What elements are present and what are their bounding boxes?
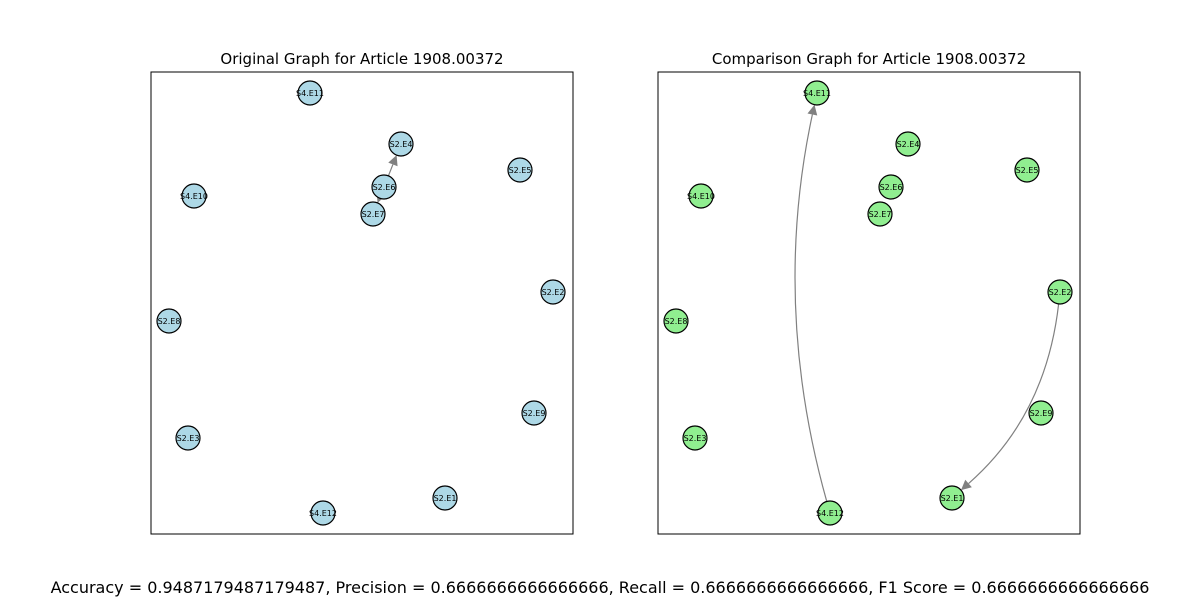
node-label: S2.E8 [158, 317, 181, 326]
node-S2.E2 [1047, 279, 1073, 305]
node-label: S2.E9 [1030, 409, 1053, 418]
node-S2.E3 [175, 425, 201, 451]
node-label: S2.E6 [373, 183, 396, 192]
arrowhead-icon [388, 155, 398, 167]
node-label: S2.E3 [684, 434, 707, 443]
original-graph-nodes: S4.E11 S2.E4 S2.E5 S2.E6 S4.E10 S2.E7 S2.E2 S2.… [156, 80, 566, 526]
original-graph-panel: Original Graph for Article 1908.00372 S4… [150, 50, 574, 535]
node-S4.E11 [804, 80, 830, 106]
node-S2.E3 [682, 425, 708, 451]
node-label: S4.E11 [803, 89, 831, 98]
node-label: S2.E8 [665, 317, 688, 326]
original-graph-title: Original Graph for Article 1908.00372 [220, 50, 503, 68]
node-label: S2.E9 [523, 409, 546, 418]
edge-S4.E12-to-S4.E11 [794, 114, 828, 502]
node-label: S4.E12 [816, 509, 844, 518]
node-S2.E8 [663, 308, 689, 334]
node-S2.E7 [867, 201, 893, 227]
node-label: S2.E5 [1016, 166, 1039, 175]
comparison-graph-nodes: S4.E11 S2.E4 S2.E5 S2.E6 S4.E10 S2.E7 S2.E2 S2.… [663, 80, 1073, 526]
node-S4.E10 [181, 183, 207, 209]
node-label: S2.E7 [362, 210, 385, 219]
comparison-graph-edges [794, 104, 1060, 502]
node-label: S2.E4 [390, 140, 413, 149]
node-S2.E9 [521, 400, 547, 426]
node-label: S4.E10 [687, 192, 715, 201]
node-S2.E2 [540, 279, 566, 305]
node-label: S2.E1 [434, 494, 457, 503]
node-label: S2.E7 [869, 210, 892, 219]
metrics-summary: Accuracy = 0.9487179487179487, Precision… [50, 578, 1150, 597]
comparison-graph-title: Comparison Graph for Article 1908.00372 [712, 50, 1026, 68]
node-label: S2.E3 [177, 434, 200, 443]
node-label: S2.E1 [941, 494, 964, 503]
node-S2.E1 [939, 485, 965, 511]
node-S2.E5 [507, 157, 533, 183]
arrowhead-icon [961, 479, 972, 491]
node-label: S4.E11 [296, 89, 324, 98]
edge-S2.E2-to-S2.E1 [968, 303, 1060, 484]
node-label: S2.E2 [1049, 288, 1072, 297]
edge-S2.E6-to-S2.E4 [387, 164, 394, 177]
node-S4.E11 [297, 80, 323, 106]
node-S2.E5 [1014, 157, 1040, 183]
node-S2.E7 [360, 201, 386, 227]
comparison-graph-frame [657, 71, 1081, 535]
node-S4.E10 [688, 183, 714, 209]
node-S2.E4 [895, 131, 921, 157]
node-S2.E1 [432, 485, 458, 511]
node-label: S4.E12 [309, 509, 337, 518]
node-S2.E6 [371, 174, 397, 200]
node-label: S2.E6 [880, 183, 903, 192]
node-S2.E8 [156, 308, 182, 334]
node-label: S4.E10 [180, 192, 208, 201]
original-graph-frame [150, 71, 574, 535]
node-label: S2.E5 [509, 166, 532, 175]
node-S2.E9 [1028, 400, 1054, 426]
node-label: S2.E4 [897, 140, 920, 149]
node-S2.E4 [388, 131, 414, 157]
node-S4.E12 [310, 500, 336, 526]
node-S4.E12 [817, 500, 843, 526]
comparison-graph-panel: Comparison Graph for Article 1908.00372 … [657, 50, 1081, 535]
node-S2.E6 [878, 174, 904, 200]
arrowhead-icon [807, 104, 818, 116]
node-label: S2.E2 [542, 288, 565, 297]
